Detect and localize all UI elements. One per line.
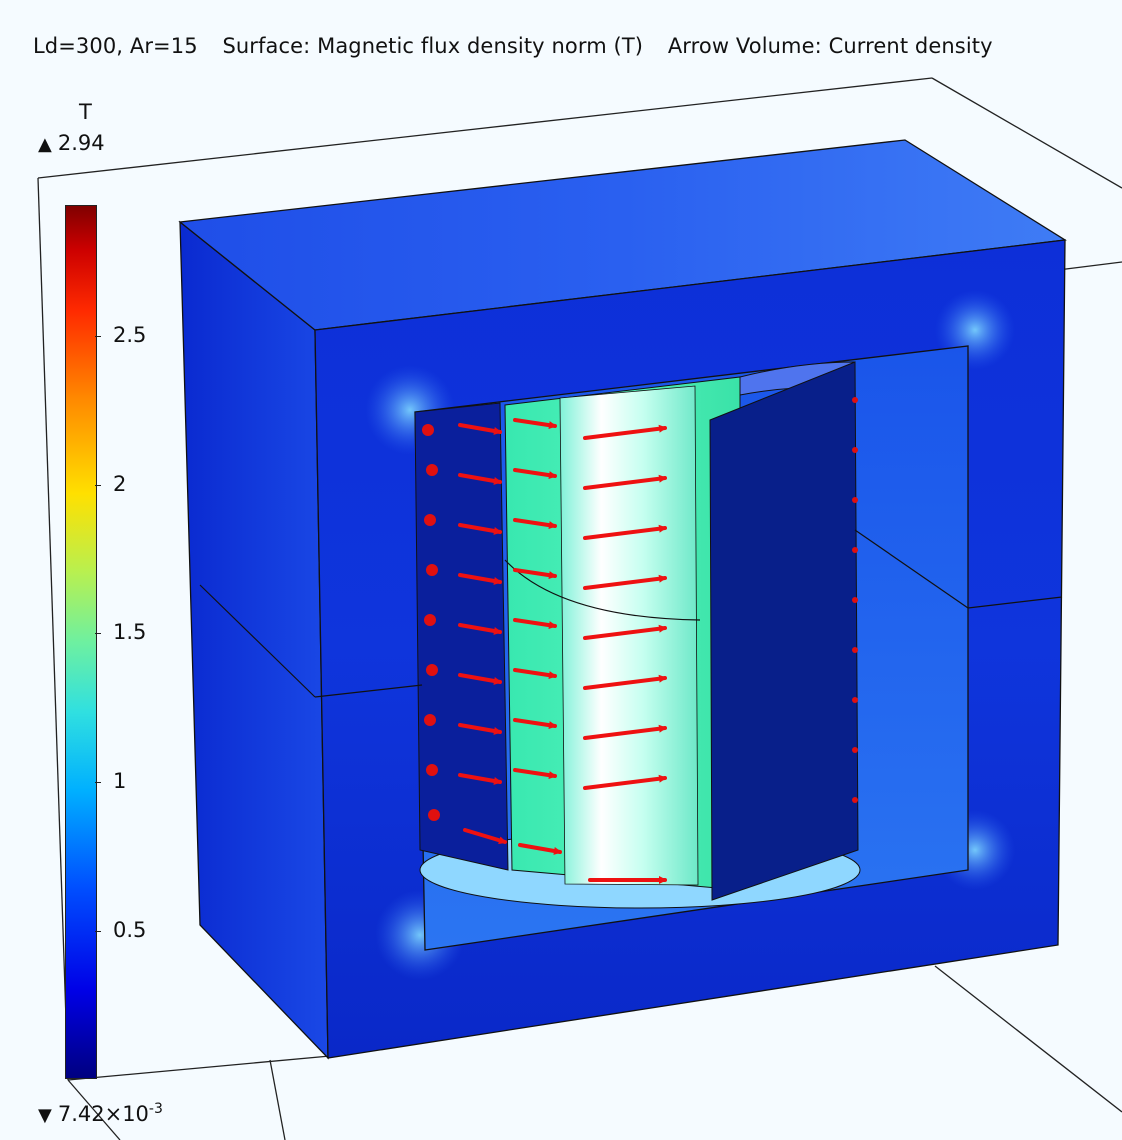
plot-title-surface: Surface: Magnetic flux density norm (T) bbox=[222, 34, 644, 58]
arrow-dots-left bbox=[422, 424, 440, 821]
colorbar-tick-mark bbox=[95, 930, 101, 932]
coil-outer-left bbox=[414, 402, 509, 871]
colorbar-min: ▼ 7.42×10-3 bbox=[38, 1101, 163, 1126]
colorbar bbox=[65, 205, 97, 1079]
arrow-dots-right bbox=[852, 397, 858, 803]
colorbar-max-value: 2.94 bbox=[57, 131, 105, 155]
triangle-down-icon: ▼ bbox=[38, 1105, 52, 1126]
colorbar-tick-mark bbox=[95, 335, 101, 337]
current-density-arrows bbox=[458, 418, 667, 884]
coil-post bbox=[559, 385, 699, 886]
triangle-up-icon: ▲ bbox=[38, 134, 52, 155]
plot-title-params: Ld=300, Ar=15 bbox=[33, 34, 198, 58]
colorbar-tick-label: 2 bbox=[113, 471, 127, 496]
colorbar-tick-label: 2.5 bbox=[113, 322, 147, 347]
bounding-box-lines bbox=[37, 77, 1122, 1140]
colorbar-tick-mark bbox=[95, 484, 101, 486]
plot-title-arrow: Arrow Volume: Current density bbox=[667, 34, 993, 58]
colorbar-min-exponent: -3 bbox=[148, 1101, 163, 1117]
colorbar-tick-mark bbox=[95, 781, 101, 783]
colorbar-tick-label: 0.5 bbox=[113, 917, 147, 942]
coil-outer-right bbox=[709, 361, 859, 901]
core-left-face bbox=[179, 220, 329, 1060]
colorbar-tick-mark bbox=[95, 633, 101, 635]
plot-title: Ld=300, Ar=15 Surface: Magnetic flux den… bbox=[33, 34, 993, 58]
colorbar-tick-label: 1.5 bbox=[113, 620, 147, 645]
colorbar-unit: T bbox=[79, 100, 92, 124]
colorbar-max: ▲ 2.94 bbox=[38, 131, 105, 155]
seam-lines bbox=[199, 529, 1063, 698]
colorbar-min-mantissa: 7.42×10 bbox=[57, 1102, 149, 1126]
colorbar-tick-label: 1 bbox=[113, 768, 127, 793]
